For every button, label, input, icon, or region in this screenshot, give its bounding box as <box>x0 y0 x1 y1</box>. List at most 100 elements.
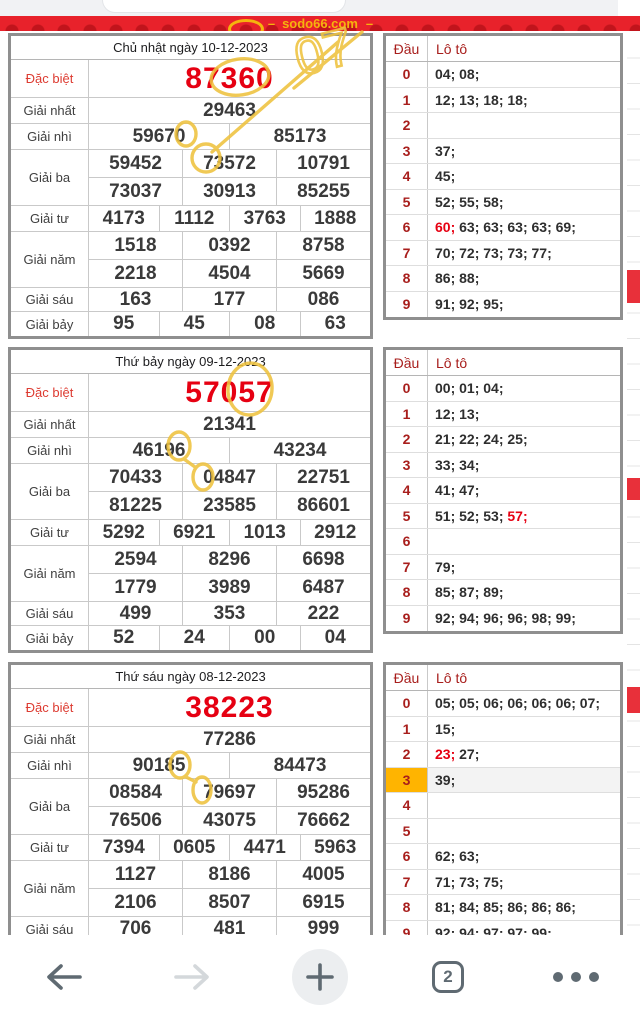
prize-label: Giải sáu <box>11 602 89 625</box>
prize-line: 87360 <box>89 60 370 97</box>
prize-values: 08584 79697 95286 76506 43075 76662 <box>89 779 370 834</box>
prize-value: 2912 <box>314 521 357 543</box>
prize-label: Giải bảy <box>11 312 89 336</box>
loto-number: 53; <box>479 507 504 524</box>
prize-value: 59452 <box>89 150 183 177</box>
loto-row: 1 15; <box>386 716 620 742</box>
prize-line: 38223 <box>89 689 370 726</box>
prize-value: 086 <box>307 288 340 310</box>
loto-dau: 2 <box>386 113 428 138</box>
prize-value: 1888 <box>314 207 357 229</box>
menu-button[interactable] <box>512 970 640 984</box>
prize-values: 70433 04847 22751 81225 23585 86601 <box>89 464 370 519</box>
loto-dau: 2 <box>386 742 428 767</box>
partial-red-band <box>627 478 640 500</box>
loto-row: 6 62; 63; <box>386 844 620 870</box>
prize-value: 73037 <box>89 178 183 205</box>
loto-number: 81; <box>435 899 456 916</box>
loto-number: 63; <box>455 219 480 236</box>
loto-dau: 9 <box>386 605 428 631</box>
new-tab-button[interactable] <box>256 948 384 1005</box>
loto-number: 60; <box>435 219 456 236</box>
prize-row: Giải ba 08584 79697 95286 76506 43075 76662 <box>11 779 370 835</box>
prize-value: 1127 <box>89 861 183 888</box>
prize-value: 999 <box>307 918 340 939</box>
loto-number: 73; <box>455 873 480 890</box>
loto-number: 34; <box>455 456 480 473</box>
loto-row: 0 05; 05; 06; 06; 06; 06; 07; <box>386 691 620 717</box>
loto-dau: 1 <box>386 401 428 426</box>
loto-dau: 7 <box>386 554 428 579</box>
prize-label: Giải tư <box>11 206 89 231</box>
loto-number: 01; <box>455 380 480 397</box>
prize-values: 46196 43234 <box>89 438 370 463</box>
prize-line: 21341 <box>89 412 370 437</box>
loto-number: 45; <box>435 168 456 185</box>
tabs-button[interactable]: 2 <box>384 960 512 993</box>
prize-value: 81225 <box>89 492 183 519</box>
prize-values: 7394 0605 4471 5963 <box>89 835 370 860</box>
prize-values: 499 353 222 <box>89 602 370 625</box>
loto-values: 86; 88; <box>428 266 620 291</box>
browser-toolbar: 2 <box>0 935 640 1018</box>
loto-number: 27; <box>455 746 480 763</box>
prize-value: 76662 <box>297 809 350 831</box>
loto-row: 3 33; 34; <box>386 452 620 478</box>
loto-values: 70; 72; 73; 73; 77; <box>428 241 620 266</box>
loto-values <box>428 819 620 844</box>
loto-number: 86; <box>551 899 576 916</box>
loto-number: 24; <box>479 431 504 448</box>
loto-dau: 5 <box>386 503 428 528</box>
prize-values: 2594 8296 6698 1779 3989 6487 <box>89 546 370 601</box>
prize-row: Giải nhì 59670 85173 <box>11 124 370 150</box>
loto-number: 04; <box>479 380 504 397</box>
loto-row: 7 71; 73; 75; <box>386 869 620 895</box>
prize-value: 22751 <box>297 466 350 488</box>
loto-number: 71; <box>435 873 456 890</box>
loto-values: 15; <box>428 717 620 742</box>
loto-number: 92; <box>455 296 480 313</box>
prize-row: Giải tư 7394 0605 4471 5963 <box>11 835 370 861</box>
prize-value: 45 <box>160 312 230 336</box>
loto-values: 85; 87; 89; <box>428 580 620 605</box>
prize-value: 21341 <box>203 413 256 435</box>
prize-row: Giải ba 70433 04847 22751 81225 23585 86601 <box>11 464 370 520</box>
loto-number: 06; <box>503 695 528 712</box>
prize-values: 5292 6921 1013 2912 <box>89 520 370 545</box>
loto-dau: 9 <box>386 920 428 946</box>
loto-number: 62; <box>435 848 456 865</box>
loto-number: 25; <box>503 431 528 448</box>
loto-header-dau: Đầu <box>386 665 428 690</box>
prize-values: 38223 <box>89 689 370 726</box>
prize-values: 4173 1112 3763 1888 <box>89 206 370 231</box>
site-name: sodo66.com <box>282 16 358 31</box>
loto-number: 84; <box>455 899 480 916</box>
forward-button[interactable] <box>128 960 256 994</box>
loto-row: 7 70; 72; 73; 73; 77; <box>386 240 620 266</box>
prize-value: 177 <box>183 288 277 311</box>
prize-value: 24 <box>160 626 230 650</box>
prize-label: Giải sáu <box>11 917 89 941</box>
prize-row: Giải tư 5292 6921 1013 2912 <box>11 520 370 546</box>
prize-label: Giải sáu <box>11 288 89 311</box>
banner-dash: – <box>267 16 275 31</box>
prize-line: 57057 <box>89 374 370 411</box>
prize-line: 2218 4504 5669 <box>89 259 370 287</box>
prize-row: Giải sáu 163 177 086 <box>11 288 370 312</box>
back-button[interactable] <box>0 960 128 994</box>
prize-value: 8296 <box>183 546 277 573</box>
loto-values <box>428 529 620 554</box>
prize-value: 38223 <box>185 690 274 724</box>
prize-row: Đặc biệt 87360 <box>11 60 370 98</box>
loto-number: 70; <box>435 244 456 261</box>
prize-value: 4173 <box>89 206 160 231</box>
loto-number: 06; <box>479 695 504 712</box>
prize-row: Giải ba 59452 73572 10791 73037 30913 85255 <box>11 150 370 206</box>
loto-values: 00; 01; 04; <box>428 376 620 401</box>
prize-label: Giải nhì <box>11 124 89 149</box>
loto-row: 5 <box>386 818 620 844</box>
prize-row: Giải bảy 52 24 00 04 <box>11 626 370 650</box>
prize-values: 95 45 08 63 <box>89 312 370 336</box>
prize-value: 95 <box>89 312 160 336</box>
date-title: Thứ bảy ngày 09-12-2023 <box>11 350 370 374</box>
